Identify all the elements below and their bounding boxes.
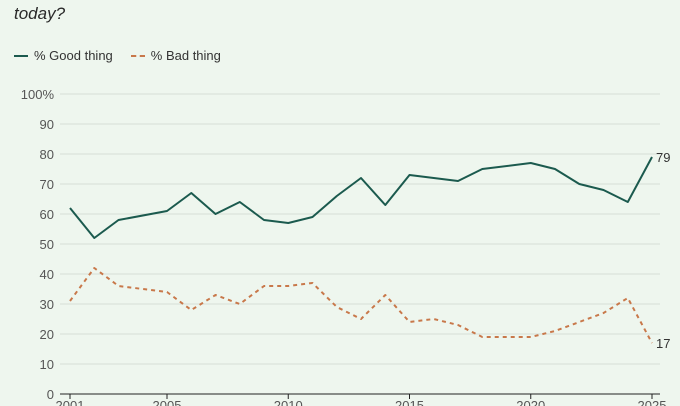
y-tick-label: 100% [21, 87, 55, 102]
y-tick-label: 80 [40, 147, 54, 162]
y-tick-label: 70 [40, 177, 54, 192]
y-tick-label: 90 [40, 117, 54, 132]
x-tick-label: 2010 [274, 398, 303, 406]
y-tick-label: 60 [40, 207, 54, 222]
bad-thing-end-label: 17 [656, 336, 670, 351]
legend-label-bad: % Bad thing [150, 48, 221, 63]
good-thing-line [69, 156, 653, 239]
chart-subtitle: today? [14, 4, 66, 23]
x-tick-label: 2001 [56, 398, 85, 406]
legend-swatch-good [14, 54, 28, 57]
x-tick-label: 2005 [153, 398, 182, 406]
y-tick-label: 10 [40, 357, 54, 372]
y-tick-label: 50 [40, 237, 54, 252]
y-tick-label: 40 [40, 267, 54, 282]
x-tick-label: 2025 [638, 398, 667, 406]
y-tick-label: 20 [40, 327, 54, 342]
bad-thing-line [69, 267, 653, 344]
legend-item-bad: % Bad thing [130, 48, 221, 63]
x-tick-label: 2020 [516, 398, 545, 406]
y-tick-label: 30 [40, 297, 54, 312]
legend-item-good: % Good thing [14, 48, 113, 63]
chart-legend: % Good thing % Bad thing [14, 48, 221, 63]
legend-label-good: % Good thing [34, 48, 113, 63]
y-tick-label: 0 [47, 387, 54, 402]
legend-swatch-bad [130, 54, 145, 57]
x-tick-label: 2015 [395, 398, 424, 406]
good-thing-end-label: 79 [656, 150, 670, 165]
